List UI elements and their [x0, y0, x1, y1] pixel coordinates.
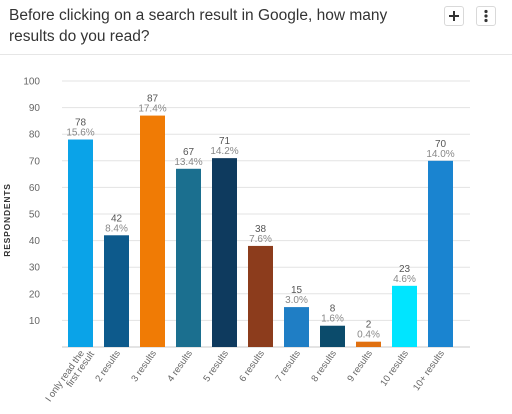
- x-tick-label: 6 results: [237, 348, 267, 384]
- x-tick-label: 10 results: [378, 348, 411, 388]
- y-tick-label: 30: [29, 263, 41, 274]
- bar: [212, 158, 237, 347]
- more-options-button[interactable]: [476, 6, 496, 26]
- data-label-count: 38: [255, 224, 267, 235]
- y-tick-label: 60: [29, 183, 41, 194]
- bar: [68, 139, 93, 347]
- y-tick-label: 20: [29, 289, 41, 300]
- data-label-count: 78: [75, 118, 87, 129]
- data-label-count: 8: [330, 304, 336, 315]
- bar: [104, 235, 129, 347]
- data-label-count: 87: [147, 94, 159, 105]
- y-tick-label: 40: [29, 236, 41, 247]
- x-tick-label: 9 results: [345, 348, 375, 384]
- header-divider: [0, 54, 512, 55]
- bar: [284, 307, 309, 347]
- data-label-count: 23: [399, 264, 411, 275]
- data-label-percent: 3.0%: [285, 295, 308, 306]
- bar: [392, 285, 417, 347]
- x-tick-label: 4 results: [165, 348, 195, 384]
- data-label-percent: 14.0%: [426, 149, 454, 160]
- x-tick-label: 8 results: [309, 348, 339, 384]
- y-tick-label: 100: [23, 77, 40, 88]
- data-label-count: 70: [435, 139, 447, 150]
- x-tick-label: 7 results: [273, 348, 303, 384]
- data-label-count: 71: [219, 136, 231, 147]
- data-label-percent: 13.4%: [174, 157, 202, 168]
- y-tick-label: 50: [29, 210, 41, 221]
- data-label-percent: 0.4%: [357, 330, 380, 341]
- data-label-percent: 17.4%: [138, 104, 166, 115]
- bar: [248, 245, 273, 347]
- data-label-count: 42: [111, 213, 123, 224]
- data-label-count: 2: [366, 320, 372, 331]
- plus-icon: [449, 11, 459, 21]
- data-label-percent: 4.6%: [393, 274, 416, 285]
- y-tick-label: 10: [29, 316, 41, 327]
- data-label-count: 67: [183, 147, 195, 158]
- bar: [176, 168, 201, 347]
- bar: [356, 341, 381, 347]
- y-tick-label: 70: [29, 156, 41, 167]
- data-label-percent: 1.6%: [321, 314, 344, 325]
- add-button[interactable]: [444, 6, 464, 26]
- data-label-count: 15: [291, 285, 303, 296]
- data-label-percent: 14.2%: [210, 146, 238, 157]
- vertical-dots-icon: [484, 9, 488, 23]
- y-tick-label: 90: [29, 103, 41, 114]
- data-label-percent: 15.6%: [66, 128, 94, 139]
- data-label-percent: 7.6%: [249, 234, 272, 245]
- bar: [428, 160, 453, 347]
- x-tick-label: 5 results: [201, 348, 231, 384]
- data-label-percent: 8.4%: [105, 223, 128, 234]
- bar: [140, 115, 165, 347]
- page-title: Before clicking on a search result in Go…: [9, 7, 388, 45]
- bar: [320, 325, 345, 347]
- x-tick-label: 2 results: [93, 348, 123, 384]
- y-tick-label: 80: [29, 130, 41, 141]
- x-tick-label: 10+ results: [411, 348, 447, 393]
- x-tick-label: 3 results: [129, 348, 159, 384]
- y-axis-title: RESPONDENTS: [2, 183, 12, 257]
